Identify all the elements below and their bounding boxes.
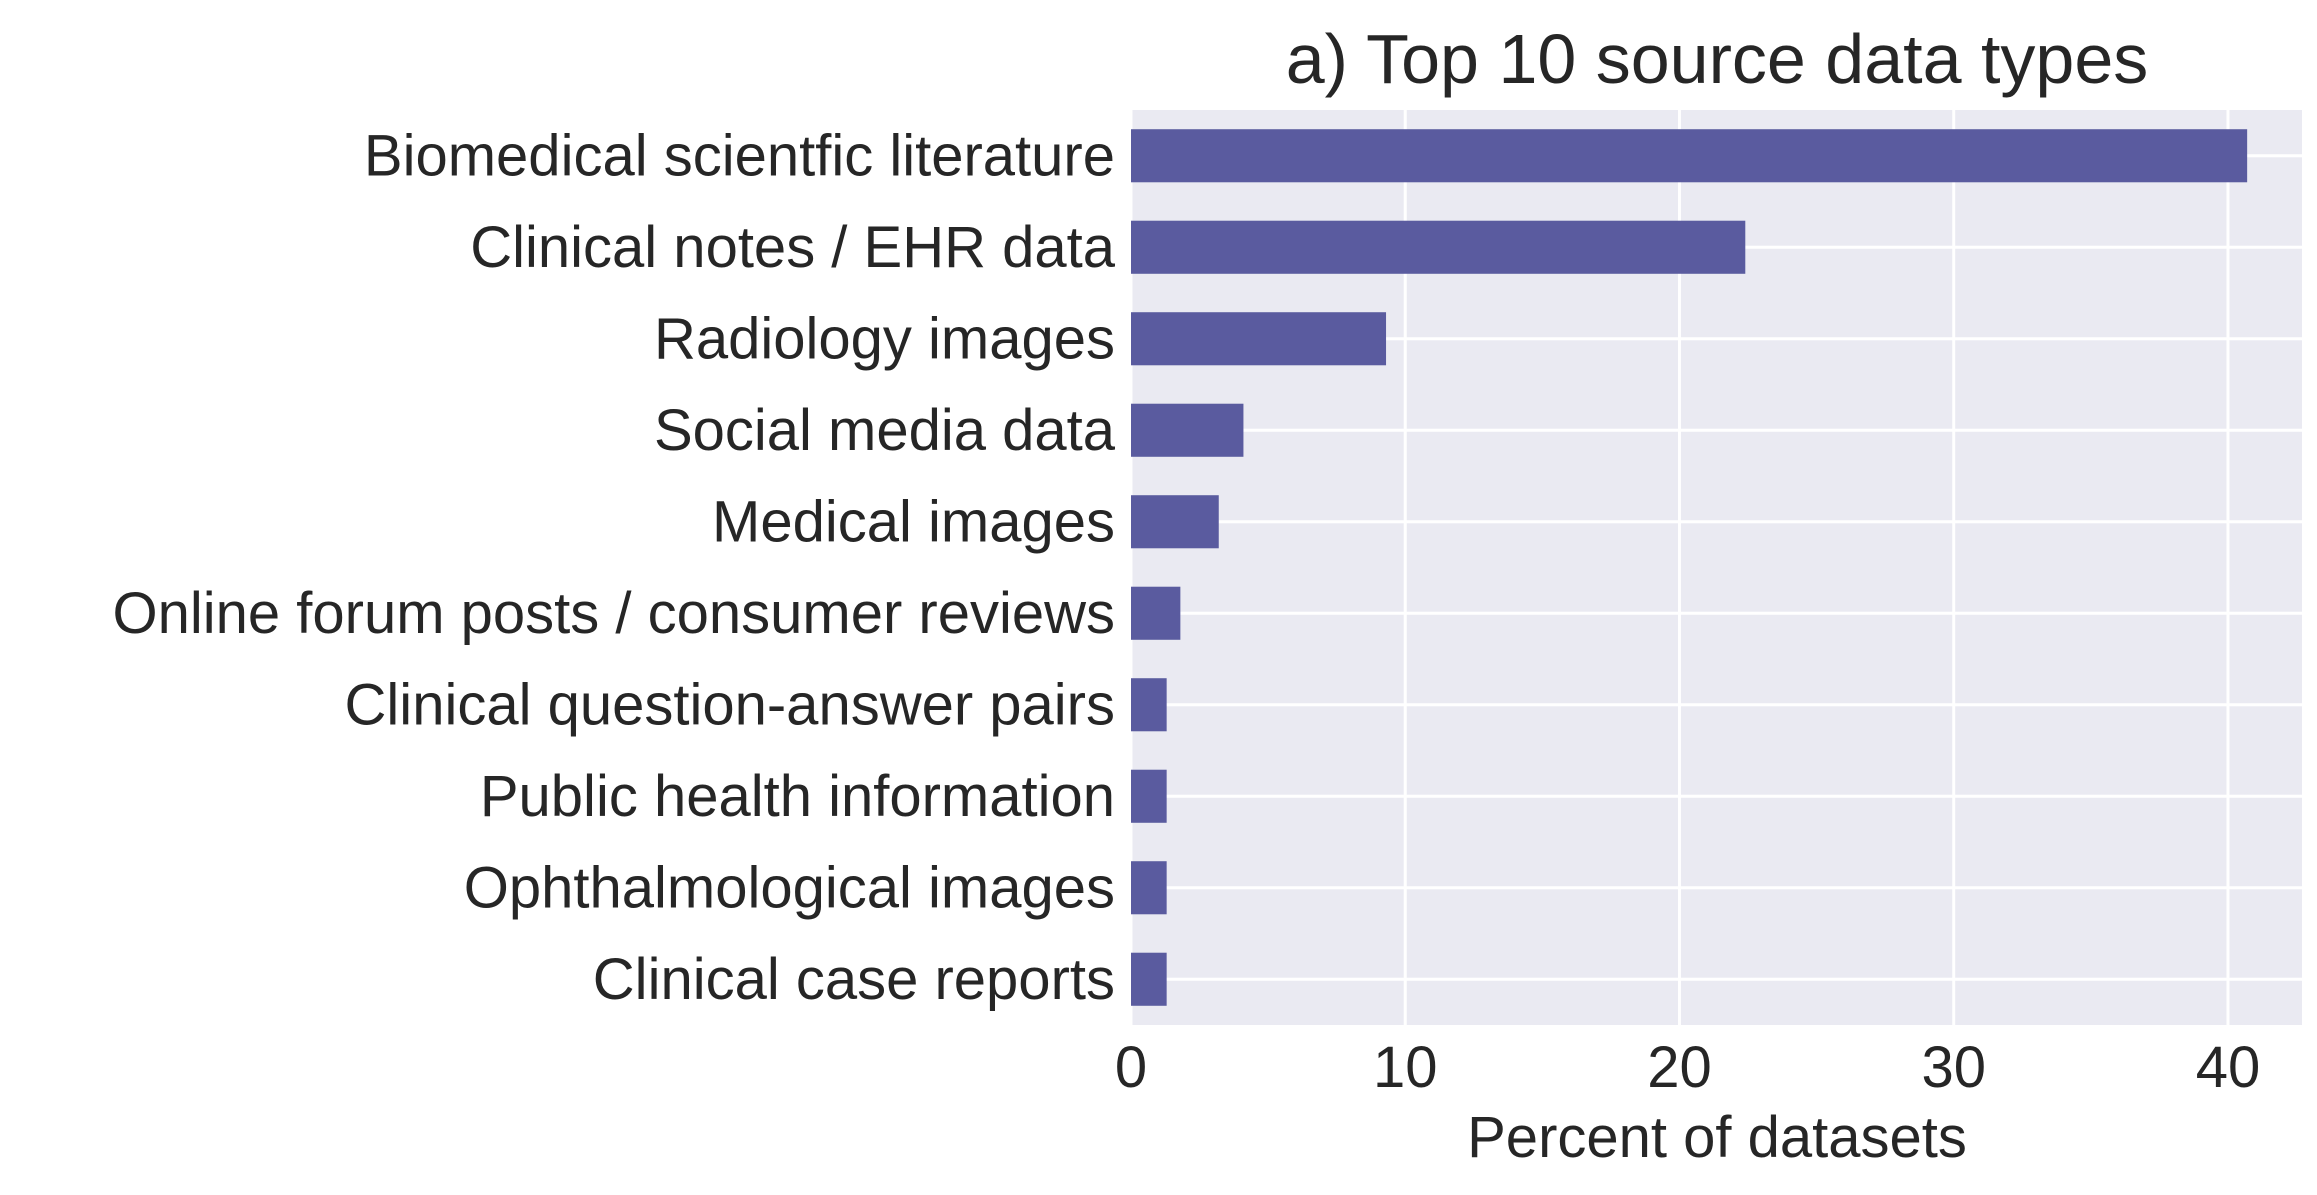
x-tick-label: 0 <box>1115 1035 1147 1100</box>
x-tick-label: 40 <box>2196 1035 2261 1100</box>
category-label: Public health information <box>480 764 1115 829</box>
chart-title: a) Top 10 source data types <box>1286 20 2149 98</box>
x-axis-label: Percent of datasets <box>1467 1105 1967 1170</box>
bar <box>1131 220 1746 274</box>
category-label: Online forum posts / consumer reviews <box>113 581 1115 646</box>
category-label: Biomedical scientfic literature <box>364 123 1115 188</box>
category-label: Ophthalmological images <box>464 855 1115 920</box>
bar <box>1131 312 1387 366</box>
category-label: Medical images <box>712 489 1115 554</box>
x-tick-labels: 0 10 20 30 40 <box>1115 1035 2260 1100</box>
category-label: Clinical question-answer pairs <box>345 672 1115 737</box>
bar <box>1131 952 1167 1006</box>
bar <box>1131 403 1244 457</box>
category-label: Clinical notes / EHR data <box>470 215 1115 280</box>
category-label: Clinical case reports <box>593 947 1115 1012</box>
bar <box>1131 769 1167 823</box>
bar <box>1131 861 1167 915</box>
bar <box>1131 678 1167 732</box>
category-labels: Biomedical scientfic literature Clinical … <box>113 123 1116 1012</box>
x-tick-label: 30 <box>1921 1035 1986 1100</box>
category-label: Social media data <box>654 398 1116 463</box>
bar <box>1131 129 2248 183</box>
bar <box>1131 586 1181 640</box>
bar <box>1131 495 1219 549</box>
bars <box>1131 129 2248 1006</box>
x-tick-label: 20 <box>1647 1035 1712 1100</box>
x-tick-label: 10 <box>1373 1035 1438 1100</box>
category-label: Radiology images <box>654 306 1115 371</box>
